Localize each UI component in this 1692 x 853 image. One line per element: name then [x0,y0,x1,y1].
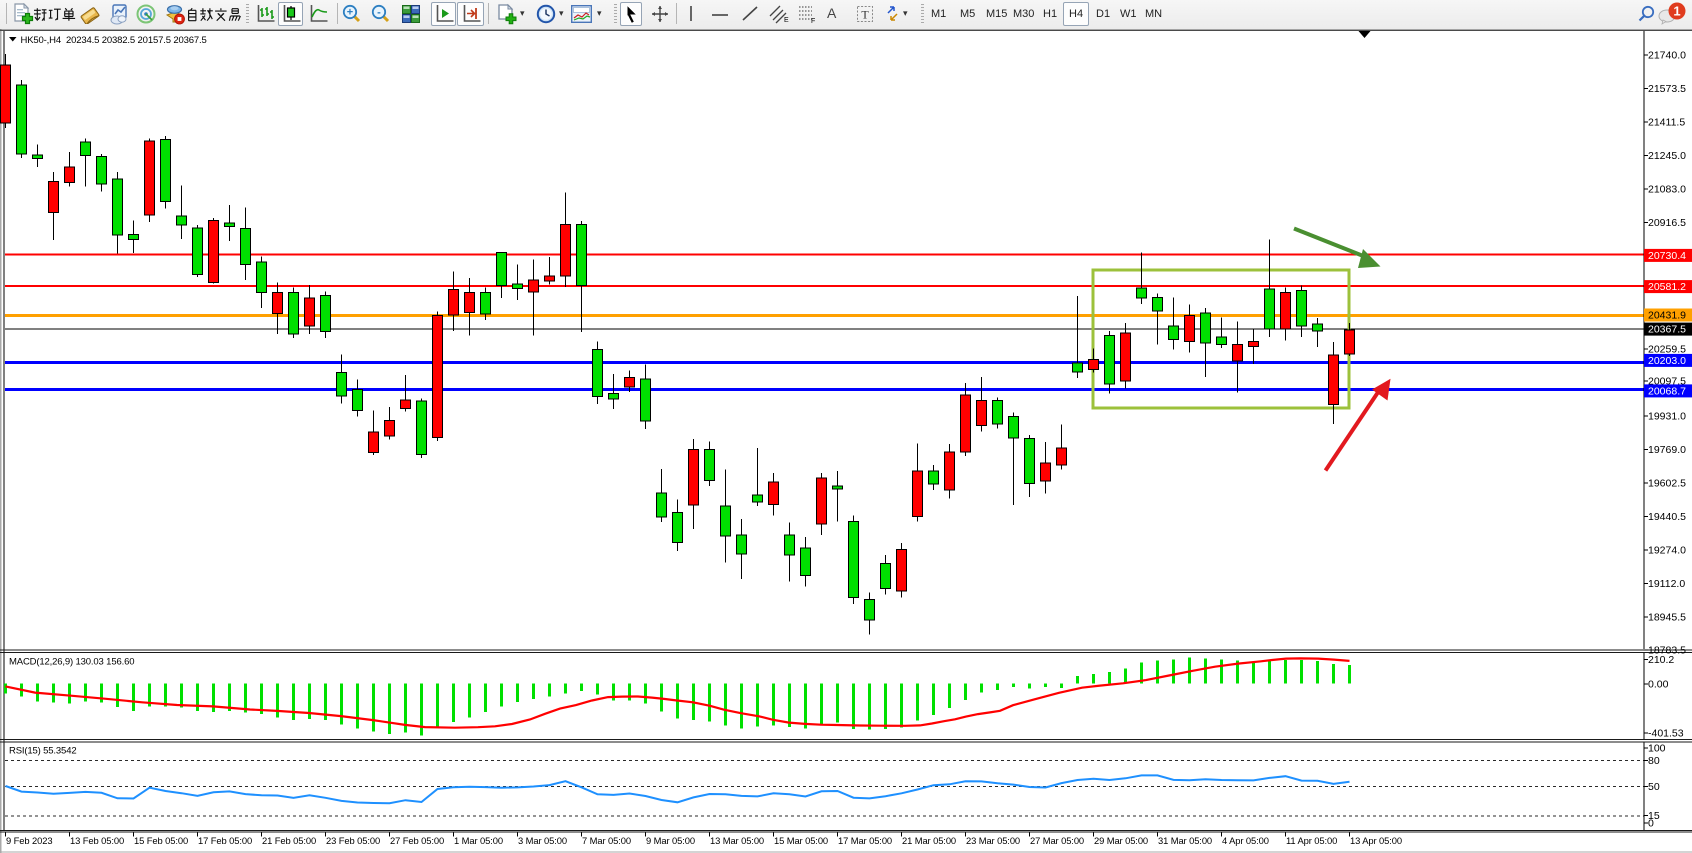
svg-text:20730.4: 20730.4 [1648,250,1686,262]
svg-text:20581.2: 20581.2 [1648,281,1686,293]
svg-text:MACD(12,26,9) 130.03 156.60: MACD(12,26,9) 130.03 156.60 [9,657,134,668]
svg-text:-401.53: -401.53 [1648,728,1684,740]
svg-text:29 Mar 05:00: 29 Mar 05:00 [1094,835,1148,846]
svg-text:27 Feb 05:00: 27 Feb 05:00 [390,835,444,846]
svg-text:4 Apr 05:00: 4 Apr 05:00 [1222,835,1269,846]
svg-text:RSI(15) 55.3542: RSI(15) 55.3542 [9,746,76,757]
svg-text:20431.9: 20431.9 [1648,310,1686,322]
svg-text:15: 15 [1648,810,1660,822]
svg-text:17 Feb 05:00: 17 Feb 05:00 [198,835,252,846]
svg-text:20259.5: 20259.5 [1648,344,1686,356]
svg-text:0.00: 0.00 [1648,679,1669,691]
svg-text:+: + [347,7,353,19]
svg-text:21740.0: 21740.0 [1648,50,1686,62]
svg-text:21083.0: 21083.0 [1648,184,1686,196]
svg-text:19112.0: 19112.0 [1648,578,1685,590]
svg-text:21573.5: 21573.5 [1648,83,1686,95]
svg-text:F: F [811,18,815,24]
svg-text:9 Mar 05:00: 9 Mar 05:00 [646,835,695,846]
svg-text:20068.7: 20068.7 [1648,385,1686,397]
svg-text:15 Mar 05:00: 15 Mar 05:00 [774,835,828,846]
svg-text:T: T [861,8,869,22]
svg-text:1: 1 [1673,4,1680,19]
svg-text:23 Feb 05:00: 23 Feb 05:00 [326,835,380,846]
svg-text:HK50-,H4 20234.5 20382.5 2015: HK50-,H4 20234.5 20382.5 20157.5 20367.5 [21,35,207,46]
svg-text:19274.0: 19274.0 [1648,545,1686,557]
svg-text:19602.5: 19602.5 [1648,478,1686,490]
svg-text:18783.5: 18783.5 [1648,645,1686,657]
svg-text:E: E [784,17,789,24]
svg-text:21 Mar 05:00: 21 Mar 05:00 [902,835,956,846]
svg-text:19769.0: 19769.0 [1648,444,1686,456]
svg-text:18945.5: 18945.5 [1648,612,1686,624]
svg-text:21245.0: 21245.0 [1648,150,1686,162]
svg-text:100: 100 [1648,742,1666,754]
svg-text:13 Apr 05:00: 13 Apr 05:00 [1350,835,1402,846]
svg-text:15 Feb 05:00: 15 Feb 05:00 [134,835,188,846]
svg-text:19440.5: 19440.5 [1648,511,1686,523]
svg-text:50: 50 [1648,781,1660,793]
svg-text:20916.5: 20916.5 [1648,217,1686,229]
svg-text:13 Mar 05:00: 13 Mar 05:00 [710,835,764,846]
svg-text:7 Mar 05:00: 7 Mar 05:00 [582,835,631,846]
svg-text:21 Feb 05:00: 21 Feb 05:00 [262,835,316,846]
svg-text:20367.5: 20367.5 [1648,324,1686,336]
svg-text:9 Feb 2023: 9 Feb 2023 [6,835,52,846]
svg-text:27 Mar 05:00: 27 Mar 05:00 [1030,835,1084,846]
svg-text:19931.0: 19931.0 [1648,411,1686,423]
svg-text:210.2: 210.2 [1648,654,1674,666]
svg-text:20203.0: 20203.0 [1648,355,1686,367]
svg-text:80: 80 [1648,755,1660,767]
svg-text:13 Feb 05:00: 13 Feb 05:00 [70,835,124,846]
svg-text:11 Apr 05:00: 11 Apr 05:00 [1286,835,1337,846]
svg-text:0: 0 [1648,817,1654,829]
svg-text:-: - [377,7,381,19]
svg-text:21411.5: 21411.5 [1648,117,1685,129]
svg-text:17 Mar 05:00: 17 Mar 05:00 [838,835,892,846]
svg-text:1 Mar 05:00: 1 Mar 05:00 [454,835,503,846]
svg-text:23 Mar 05:00: 23 Mar 05:00 [966,835,1020,846]
svg-text:31 Mar 05:00: 31 Mar 05:00 [1158,835,1212,846]
svg-text:3 Mar 05:00: 3 Mar 05:00 [518,835,567,846]
